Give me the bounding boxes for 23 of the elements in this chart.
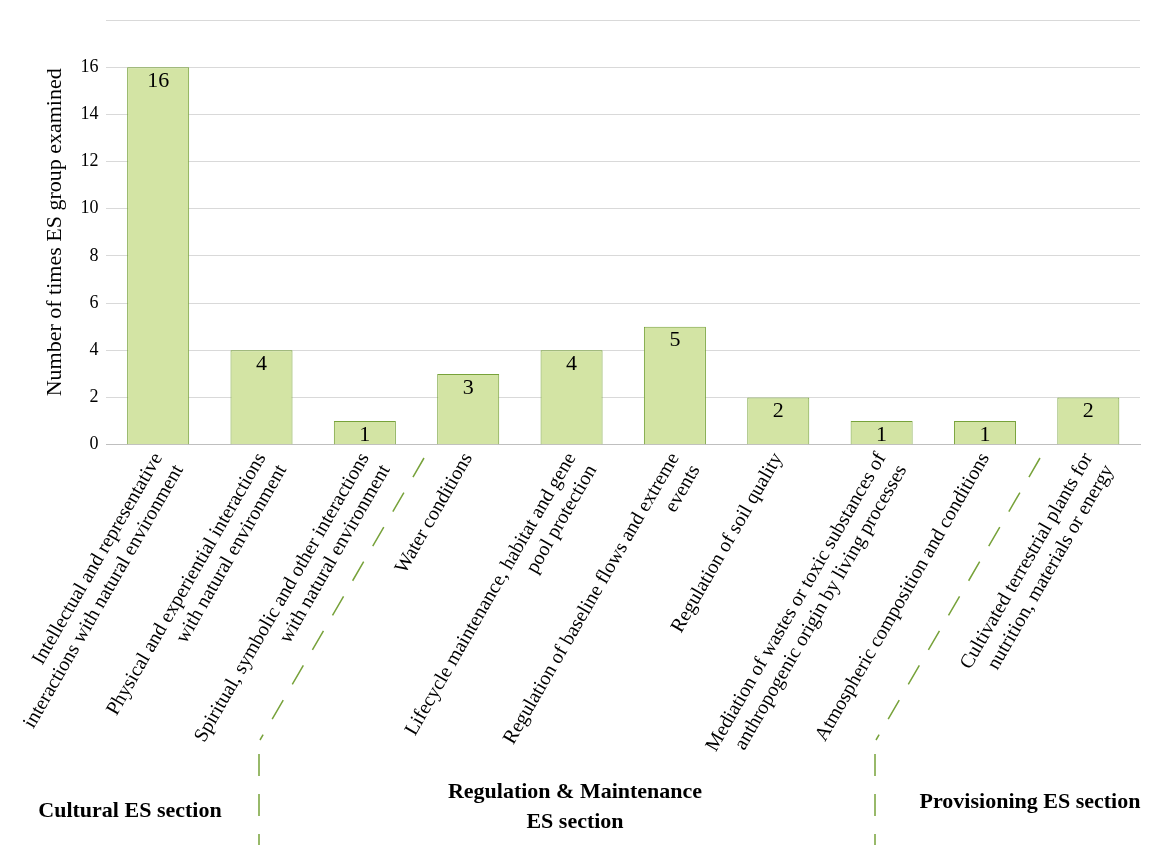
data-label: 3 xyxy=(462,373,474,399)
y-tick-label: 0 xyxy=(89,433,99,454)
data-label: 5 xyxy=(669,326,681,352)
text: Cultural ES section xyxy=(37,796,223,824)
y-tick-label: 16 xyxy=(80,55,99,76)
data-label: 16 xyxy=(147,66,170,92)
text: Provisioning ES section xyxy=(918,787,1142,815)
y-tick-label: 6 xyxy=(89,291,99,312)
data-label: 4 xyxy=(566,350,578,376)
data-label: 2 xyxy=(772,397,784,423)
data-label: 1 xyxy=(979,420,991,446)
data-label: 2 xyxy=(1082,397,1094,423)
y-tick-label: 8 xyxy=(89,244,99,265)
y-tick-label: 14 xyxy=(80,103,99,124)
y-tick-label: 10 xyxy=(80,197,99,218)
y-tick-label: 2 xyxy=(89,386,99,407)
data-label: 1 xyxy=(876,420,888,446)
y-axis-title: Number of times ES group examined xyxy=(41,68,67,397)
data-label: 4 xyxy=(256,350,268,376)
data-label: 1 xyxy=(359,420,371,446)
y-tick-label: 4 xyxy=(89,339,99,360)
text: Regulation & Maintenance ES section xyxy=(446,777,704,835)
y-tick-label: 12 xyxy=(80,150,99,171)
